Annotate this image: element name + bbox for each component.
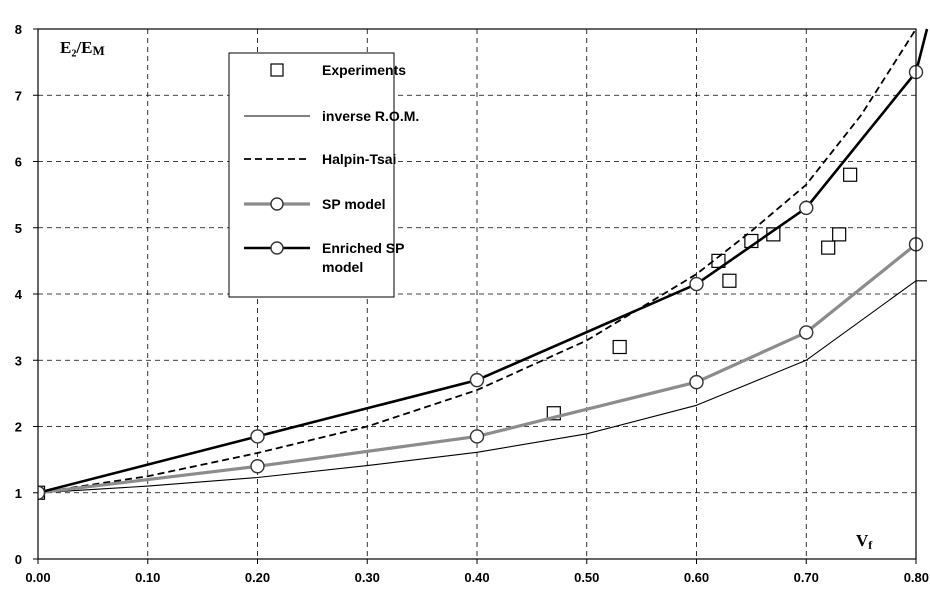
y-tick-label: 1 <box>15 486 22 501</box>
x-tick-label: 0.60 <box>684 570 709 585</box>
experiment-point <box>722 273 737 288</box>
series-line <box>38 28 917 494</box>
x-axis-title: Vf <box>856 531 873 552</box>
x-tick-label: 0.10 <box>135 570 160 585</box>
x-tick-label: 0.20 <box>245 570 270 585</box>
legend-label: Enriched SP <box>322 240 404 256</box>
series-thin-solid <box>38 280 927 494</box>
grid <box>38 29 916 559</box>
data-point <box>799 200 814 216</box>
series-thick-black-circle <box>38 28 929 500</box>
series-line <box>38 280 927 494</box>
axes <box>33 28 917 564</box>
series-marker-square <box>38 167 858 500</box>
y-tick-label: 4 <box>15 287 23 302</box>
legend-label: Experiments <box>322 62 406 78</box>
data-point <box>799 325 814 340</box>
legend-label: SP model <box>322 196 386 212</box>
y-tick-label: 6 <box>15 155 22 170</box>
x-tick-label: 0.80 <box>904 570 929 585</box>
series-layer <box>38 28 929 500</box>
x-tick-label: 0.00 <box>25 570 50 585</box>
legend-label: model <box>322 259 363 275</box>
y-tick-label: 2 <box>15 420 22 435</box>
y-tick-label: 8 <box>15 22 22 37</box>
legend-item: inverse R.O.M. <box>244 108 419 124</box>
series-line <box>38 28 929 495</box>
experiment-point <box>832 227 847 242</box>
y-tick-label: 7 <box>15 88 22 103</box>
data-point <box>250 429 265 444</box>
legend-swatch-square <box>270 63 284 77</box>
data-point <box>469 372 485 388</box>
legend-swatch-circle <box>270 197 284 211</box>
legend-label: Halpin-Tsai <box>322 151 396 167</box>
x-tick-label: 0.70 <box>794 570 819 585</box>
legend-item: Halpin-Tsai <box>244 151 396 167</box>
data-point <box>689 276 704 292</box>
data-point <box>689 374 704 390</box>
data-point <box>38 485 46 500</box>
x-tick-label: 0.40 <box>464 570 489 585</box>
data-point <box>250 459 265 474</box>
legend-box <box>228 52 395 298</box>
legend-item: Enriched SP model <box>244 240 404 275</box>
experiment-point <box>612 339 627 355</box>
legend-item: SP model <box>244 196 386 212</box>
tick-labels: 0.00 0.10 0.20 0.30 0.40 0.50 0.60 0.70 0.80 0 1 2 3… <box>15 22 929 585</box>
legend-label: inverse R.O.M. <box>322 108 419 124</box>
y-tick-label: 0 <box>15 552 22 567</box>
experiment-point <box>843 167 858 182</box>
legend-swatch-circle <box>270 241 284 255</box>
y-tick-label: 5 <box>15 221 22 236</box>
legend-item: Experiments <box>270 62 406 78</box>
y-tick-label: 3 <box>15 353 22 368</box>
x-tick-label: 0.50 <box>574 570 599 585</box>
x-tick-label: 0.30 <box>355 570 380 585</box>
data-point <box>469 429 485 444</box>
legend: Experiments inverse R.O.M. Halpin-Tsai SP m… <box>228 52 419 298</box>
y-axis-title: E₂/EM <box>60 38 105 58</box>
series-dashed <box>38 28 917 494</box>
series-line <box>38 243 918 495</box>
experiment-point <box>821 240 836 255</box>
